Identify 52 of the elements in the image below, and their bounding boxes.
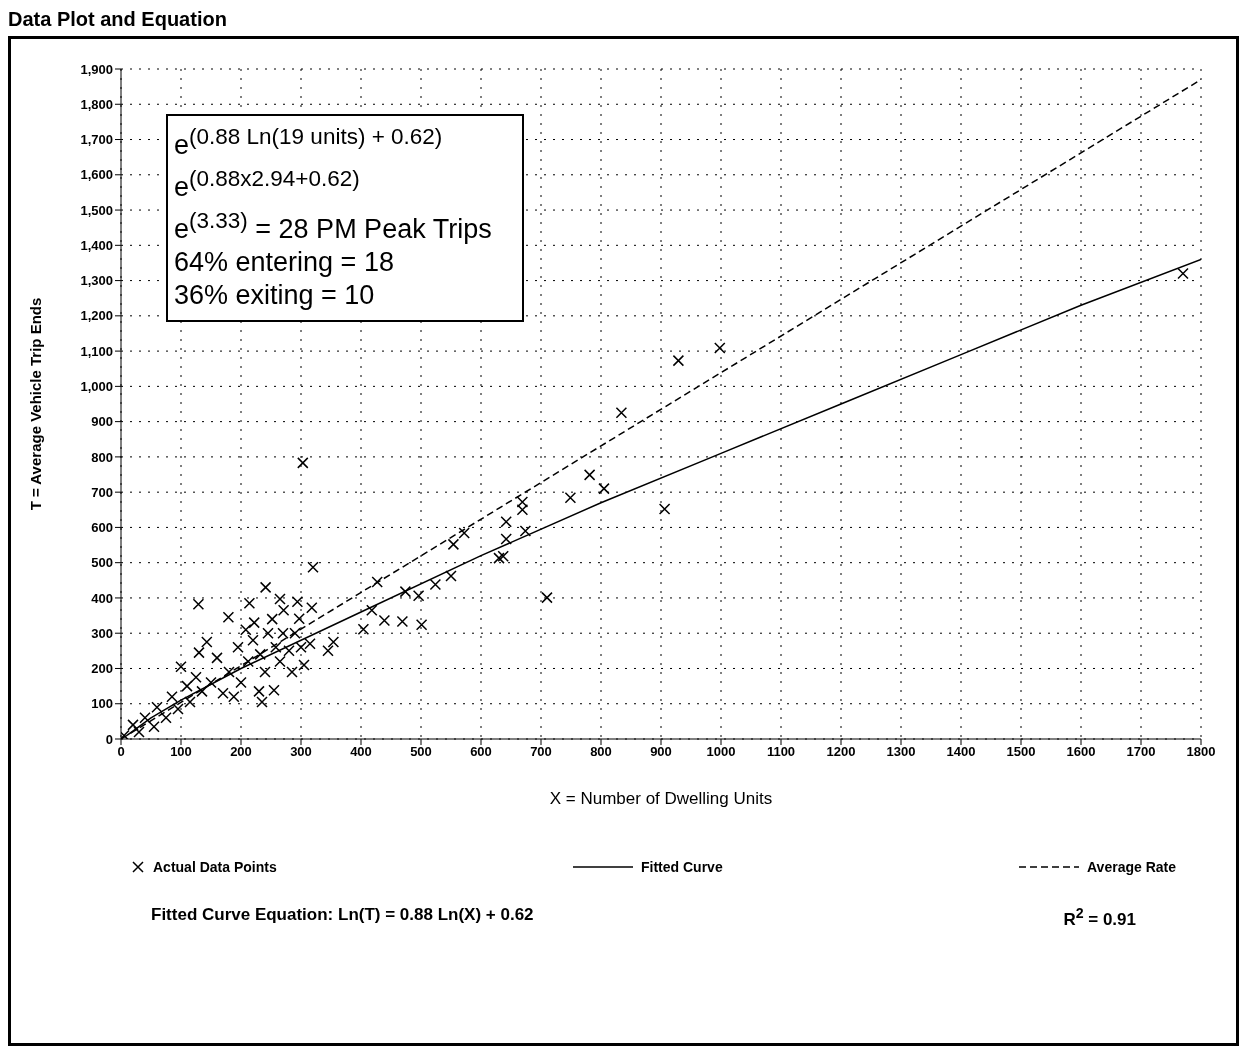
x-tick-label: 1000 — [706, 744, 736, 760]
y-tick-label: 1,300 — [80, 273, 113, 289]
legend-label: Fitted Curve — [641, 859, 723, 875]
x-tick-label: 900 — [650, 744, 672, 760]
x-tick-label: 1400 — [946, 744, 976, 760]
x-tick-label: 400 — [350, 744, 372, 760]
annotation: e$^{(0.88 Ln(19 units) + 0.62)}$ — [174, 123, 444, 162]
y-tick-label: 1,600 — [80, 167, 113, 183]
x-tick-label: 800 — [590, 744, 612, 760]
annotation: e$^{(3.33)}$ = 28 PM Peak Trips — [174, 207, 492, 246]
y-tick-label: 1,000 — [80, 378, 113, 394]
y-tick-label: 1,200 — [80, 308, 113, 324]
text: R$^{2}$ = 0.91 — [1063, 905, 1136, 930]
legend-label: Actual Data Points — [153, 859, 277, 875]
y-tick-label: 800 — [91, 449, 113, 465]
y-tick-label: 1,100 — [80, 343, 113, 359]
x-tick-label: 0 — [117, 744, 125, 760]
x-tick-label: 1700 — [1126, 744, 1156, 760]
x-tick-label: 1300 — [886, 744, 916, 760]
x-tick-label: 1100 — [766, 744, 796, 760]
annotation: 36% exiting = 10 — [174, 279, 376, 312]
x-tick-label: 100 — [170, 744, 192, 760]
y-tick-label: 200 — [91, 661, 113, 677]
x-tick-label: 1800 — [1186, 744, 1216, 760]
y-tick-label: 1,900 — [80, 61, 113, 77]
x-tick-label: 1600 — [1066, 744, 1096, 760]
x-tick-label: 300 — [290, 744, 312, 760]
x-tick-label: 500 — [410, 744, 432, 760]
y-tick-label: 300 — [91, 625, 113, 641]
text: Fitted Curve Equation: Ln(T) = 0.88 Ln(X) + 0.62 — [151, 905, 534, 926]
legend-label: Average Rate — [1087, 859, 1176, 875]
y-tick-label: 900 — [91, 414, 113, 430]
y-tick-label: 100 — [91, 696, 113, 712]
annotation: 64% entering = 18 — [174, 246, 395, 279]
x-tick-label: 1200 — [826, 744, 856, 760]
annotation: e$^{(0.88x2.94+0.62)}$ — [174, 165, 361, 204]
y-tick-label: 700 — [91, 484, 113, 500]
y-tick-label: 1,400 — [80, 237, 113, 253]
x-tick-label: 700 — [530, 744, 552, 760]
y-tick-label: 1,700 — [80, 132, 113, 148]
y-tick-label: 600 — [91, 520, 113, 536]
x-tick-label: 600 — [470, 744, 492, 760]
y-tick-label: 0 — [105, 731, 113, 747]
chart-title: Data Plot and Equation — [8, 8, 228, 32]
y-tick-label: 500 — [91, 555, 113, 571]
y-tick-label: 400 — [91, 590, 113, 606]
y-tick-label: 1,800 — [80, 96, 113, 112]
y-tick-label: 1,500 — [80, 202, 113, 218]
y-axis-title: T = Average Vehicle Trip Ends — [27, 297, 45, 511]
x-axis-title: X = Number of Dwelling Units — [549, 789, 773, 808]
x-tick-label: 200 — [230, 744, 252, 760]
x-tick-label: 1500 — [1006, 744, 1036, 760]
